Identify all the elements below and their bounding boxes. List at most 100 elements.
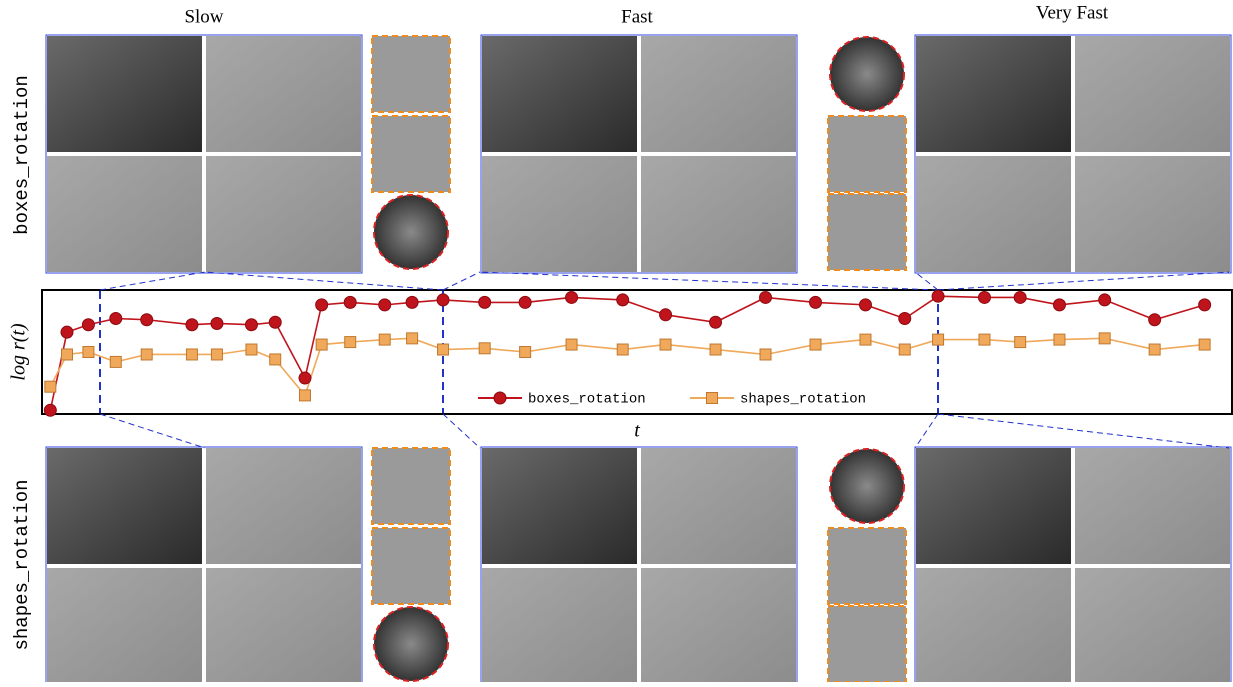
marker [379, 299, 391, 311]
marker [211, 349, 222, 360]
image [916, 36, 1071, 152]
projection-line [443, 272, 480, 290]
zoom-box [372, 116, 450, 192]
image [1075, 156, 1230, 272]
marker [1054, 334, 1065, 345]
marker [710, 316, 722, 328]
marker [1149, 344, 1160, 355]
image [482, 568, 637, 682]
marker [438, 344, 449, 355]
marker [933, 334, 944, 345]
projection-line [205, 272, 443, 290]
image [206, 156, 361, 272]
image [206, 36, 361, 152]
marker [710, 344, 721, 355]
marker [110, 356, 121, 367]
image [641, 568, 796, 682]
zoom-box [828, 528, 906, 604]
zoom-box [828, 194, 906, 270]
marker [299, 372, 311, 384]
row-label: shapes_rotation [11, 479, 33, 650]
row-label: boxes_rotation [11, 75, 33, 235]
marker [979, 334, 990, 345]
marker [269, 316, 281, 328]
marker [1199, 299, 1211, 311]
image [482, 156, 637, 272]
marker [270, 354, 281, 365]
image [916, 156, 1071, 272]
legend-label: shapes_rotation [740, 392, 866, 408]
marker [479, 343, 490, 354]
marker [299, 390, 310, 401]
zoom-box [372, 528, 450, 604]
image [206, 568, 361, 682]
projection-line [100, 414, 205, 448]
marker [61, 349, 72, 360]
marker [344, 296, 356, 308]
marker [810, 296, 822, 308]
marker [1199, 339, 1210, 350]
marker [760, 291, 772, 303]
marker [760, 349, 771, 360]
image [1075, 448, 1230, 564]
marker [45, 381, 56, 392]
marker [519, 296, 531, 308]
projection-line [938, 272, 1229, 290]
marker [316, 299, 328, 311]
marker [1014, 291, 1026, 303]
column-title: Slow [184, 6, 223, 27]
zoom-circle [374, 607, 448, 681]
image [641, 36, 796, 152]
projection-line [915, 272, 938, 290]
zoom-circle [830, 37, 904, 111]
marker [437, 294, 449, 306]
image [482, 448, 637, 564]
marker [1099, 333, 1110, 344]
marker [44, 404, 56, 416]
marker [83, 347, 94, 358]
projection-line [480, 272, 938, 290]
zoom-box [828, 606, 906, 682]
column-title: Very Fast [1036, 2, 1109, 23]
marker [479, 296, 491, 308]
marker [617, 344, 628, 355]
marker [617, 294, 629, 306]
image [47, 448, 202, 564]
x-axis-label: t [634, 420, 640, 442]
marker [82, 319, 94, 331]
column-title: Fast [621, 6, 653, 27]
zoom-circle [830, 449, 904, 523]
image [206, 448, 361, 564]
marker [246, 344, 257, 355]
marker [1149, 314, 1161, 326]
zoom-circle [374, 195, 448, 269]
marker [899, 313, 911, 325]
projection-line [100, 272, 205, 290]
marker [406, 296, 418, 308]
marker [660, 339, 671, 350]
marker [978, 291, 990, 303]
marker [494, 392, 506, 404]
image [916, 568, 1071, 682]
marker [110, 313, 122, 325]
marker [520, 347, 531, 358]
image [641, 448, 796, 564]
projection-line [443, 414, 480, 448]
marker [245, 319, 257, 331]
image [482, 36, 637, 152]
projection-line [938, 414, 1229, 448]
marker [859, 299, 871, 311]
marker [186, 319, 198, 331]
marker [186, 349, 197, 360]
legend-label: boxes_rotation [528, 392, 646, 408]
marker [141, 314, 153, 326]
marker [566, 339, 577, 350]
image [1075, 568, 1230, 682]
marker [316, 339, 327, 350]
marker [566, 291, 578, 303]
marker [379, 334, 390, 345]
zoom-box [828, 116, 906, 192]
marker [660, 309, 672, 321]
marker [1015, 337, 1026, 348]
marker [707, 393, 718, 404]
